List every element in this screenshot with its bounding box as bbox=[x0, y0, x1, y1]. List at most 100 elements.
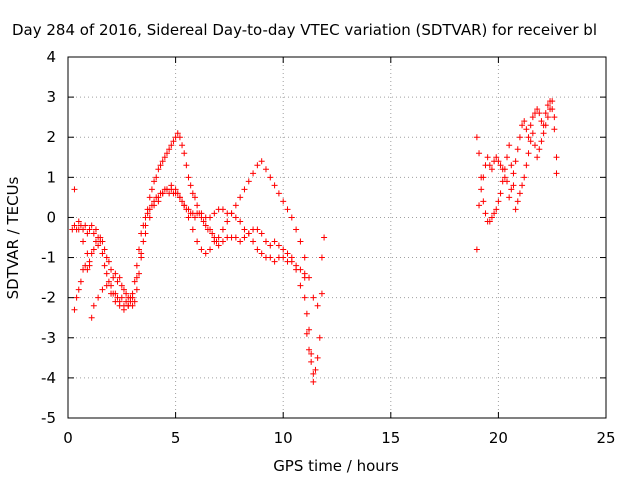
data-point bbox=[198, 214, 205, 221]
data-point bbox=[191, 194, 198, 201]
data-point bbox=[80, 238, 87, 245]
data-point bbox=[245, 178, 252, 185]
data-point bbox=[73, 294, 80, 301]
data-point bbox=[146, 214, 153, 221]
data-series bbox=[473, 98, 560, 253]
data-point bbox=[497, 162, 504, 169]
x-tick-label: 5 bbox=[171, 429, 181, 447]
data-point bbox=[138, 250, 145, 257]
data-point bbox=[194, 238, 201, 245]
data-point bbox=[538, 118, 545, 125]
data-point bbox=[140, 238, 147, 245]
data-point bbox=[321, 234, 328, 241]
data-point bbox=[308, 358, 315, 365]
data-point bbox=[303, 310, 310, 317]
data-point bbox=[108, 290, 115, 297]
data-point bbox=[133, 274, 140, 281]
data-point bbox=[153, 174, 160, 181]
data-point bbox=[529, 114, 536, 121]
data-point bbox=[254, 246, 261, 253]
data-point bbox=[207, 246, 214, 253]
data-point bbox=[110, 274, 117, 281]
data-point bbox=[163, 150, 170, 157]
data-series bbox=[71, 130, 317, 377]
data-point bbox=[540, 130, 547, 137]
x-tick-label: 10 bbox=[274, 429, 293, 447]
data-point bbox=[142, 230, 149, 237]
data-point bbox=[476, 150, 483, 157]
data-point bbox=[71, 306, 78, 313]
data-point bbox=[512, 158, 519, 165]
data-point bbox=[232, 234, 239, 241]
data-point bbox=[86, 262, 93, 269]
data-point bbox=[275, 242, 282, 249]
data-point bbox=[288, 254, 295, 261]
data-point bbox=[488, 214, 495, 221]
data-point bbox=[262, 238, 269, 245]
data-point bbox=[314, 354, 321, 361]
data-point bbox=[168, 142, 175, 149]
y-tick-label: -3 bbox=[41, 329, 56, 347]
data-point bbox=[501, 166, 508, 173]
data-point bbox=[258, 230, 265, 237]
data-point bbox=[103, 254, 110, 261]
data-point bbox=[75, 226, 82, 233]
data-point bbox=[112, 298, 119, 305]
data-point bbox=[114, 278, 121, 285]
data-point bbox=[288, 214, 295, 221]
data-point bbox=[280, 198, 287, 205]
data-point bbox=[271, 258, 278, 265]
data-point bbox=[508, 186, 515, 193]
data-point bbox=[495, 198, 502, 205]
data-point bbox=[155, 166, 162, 173]
data-point bbox=[549, 98, 556, 105]
data-point bbox=[551, 126, 558, 133]
data-point bbox=[297, 282, 304, 289]
y-tick-label: 1 bbox=[46, 168, 56, 186]
data-point bbox=[97, 234, 104, 241]
data-point bbox=[271, 182, 278, 189]
data-point bbox=[516, 190, 523, 197]
y-tick-label: 3 bbox=[46, 88, 56, 106]
data-point bbox=[534, 106, 541, 113]
data-point bbox=[521, 174, 528, 181]
data-point bbox=[267, 174, 274, 181]
data-point bbox=[99, 238, 106, 245]
data-point bbox=[77, 278, 84, 285]
data-point bbox=[484, 154, 491, 161]
data-point bbox=[293, 226, 300, 233]
data-point bbox=[258, 158, 265, 165]
data-point bbox=[534, 154, 541, 161]
data-point bbox=[508, 162, 515, 169]
data-point bbox=[547, 106, 554, 113]
data-point bbox=[131, 298, 138, 305]
data-point bbox=[250, 238, 257, 245]
data-point bbox=[155, 198, 162, 205]
data-point bbox=[90, 246, 97, 253]
data-point bbox=[133, 262, 140, 269]
data-point bbox=[308, 350, 315, 357]
data-point bbox=[497, 190, 504, 197]
data-point bbox=[112, 270, 119, 277]
data-point bbox=[512, 206, 519, 213]
data-point bbox=[506, 194, 513, 201]
data-point bbox=[482, 210, 489, 217]
y-tick-label: -1 bbox=[41, 249, 56, 267]
data-point bbox=[187, 182, 194, 189]
data-point bbox=[499, 178, 506, 185]
data-point bbox=[95, 294, 102, 301]
data-point bbox=[202, 222, 209, 229]
data-point bbox=[189, 190, 196, 197]
data-point bbox=[161, 154, 168, 161]
data-point bbox=[506, 142, 513, 149]
data-point bbox=[301, 254, 308, 261]
data-point bbox=[75, 286, 82, 293]
data-point bbox=[163, 186, 170, 193]
data-point bbox=[551, 114, 558, 121]
data-point bbox=[521, 118, 528, 125]
data-point bbox=[525, 150, 532, 157]
y-tick-label: 0 bbox=[46, 208, 56, 226]
data-point bbox=[488, 166, 495, 173]
